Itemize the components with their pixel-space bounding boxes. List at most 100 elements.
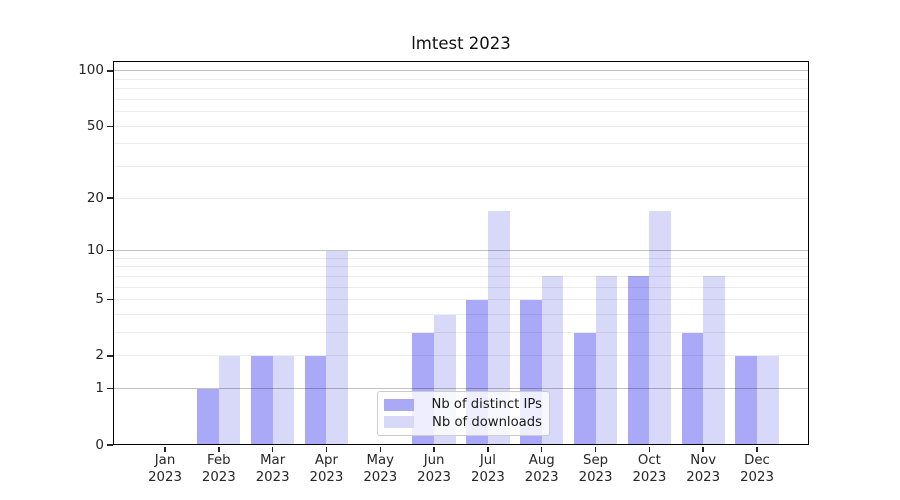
x-tick-year: 2023 (201, 469, 236, 485)
x-tick-year: 2023 (255, 469, 290, 485)
x-tick-month: Feb (207, 453, 231, 468)
x-tick-mark (756, 446, 758, 452)
x-tick-year: 2023 (524, 469, 559, 485)
bar-downloads (757, 355, 779, 445)
legend: Nb of distinct IPs Nb of downloads (377, 391, 550, 436)
x-tick-label: Oct 2023 (619, 453, 679, 486)
bar-distinct-ips (627, 276, 650, 445)
gridline-minor (113, 166, 809, 168)
y-tick-mark (106, 70, 113, 72)
x-tick-label: Jun 2023 (404, 453, 464, 486)
x-tick-month: Apr (314, 453, 338, 468)
x-tick-month: Sep (583, 453, 609, 468)
legend-swatch-distinct-ips (384, 398, 414, 411)
y-tick-label: 5 (95, 291, 104, 308)
bar-downloads (272, 355, 295, 445)
x-tick-mark (487, 446, 489, 452)
x-tick-label: Mar 2023 (243, 453, 303, 486)
legend-entry-distinct-ips: Nb of distinct IPs (384, 396, 542, 414)
legend-label-distinct-ips: Nb of distinct IPs (431, 397, 542, 413)
legend-entry-downloads: Nb of downloads (384, 414, 542, 432)
x-tick-month: Jun (423, 453, 445, 468)
gridline-major (113, 388, 809, 390)
x-tick-month: Aug (528, 453, 555, 468)
x-tick-label: Apr 2023 (296, 453, 356, 486)
legend-swatch-downloads (384, 416, 414, 429)
x-tick-month: Nov (690, 453, 717, 468)
x-tick-label: Feb 2023 (189, 453, 249, 486)
bar-distinct-ips (304, 355, 327, 445)
y-tick-mark (106, 444, 113, 446)
x-tick-mark (541, 446, 543, 452)
x-tick-label: Jan 2023 (135, 453, 195, 486)
x-tick-year: 2023 (148, 469, 182, 485)
bar-downloads (703, 276, 725, 445)
gridline-minor (113, 143, 809, 145)
x-tick-label: Jul 2023 (458, 453, 518, 486)
y-tick-label: 0 (95, 436, 104, 453)
bar-distinct-ips (735, 355, 757, 445)
x-tick-mark (271, 446, 274, 452)
gridline-minor (113, 332, 809, 334)
bar-downloads (595, 276, 618, 445)
bar-downloads (487, 210, 510, 445)
gridline-minor (113, 197, 809, 199)
bar-distinct-ips (251, 355, 273, 445)
gridline-minor (113, 78, 809, 80)
x-tick-year: 2023 (686, 469, 721, 485)
x-tick-month: Oct (637, 453, 661, 468)
gridline-minor (113, 125, 809, 127)
bar-downloads (218, 355, 241, 445)
gridline-major (113, 250, 809, 252)
bar-downloads (326, 250, 349, 445)
gridline-minor (113, 314, 809, 316)
gridline-major (113, 70, 809, 72)
grid-layer (113, 61, 809, 445)
x-tick-mark (379, 446, 381, 452)
y-tick-label: 50 (86, 117, 104, 134)
y-tick-label: 1 (95, 380, 104, 397)
gridline-minor (113, 266, 809, 268)
x-tick-label: Aug 2023 (512, 453, 572, 486)
x-tick-year: 2023 (632, 469, 667, 485)
x-tick-mark (648, 446, 651, 452)
gridline-minor (113, 257, 809, 259)
y-tick-mark (106, 125, 113, 127)
y-tick-label: 10 (86, 242, 104, 259)
y-tick-mark (106, 355, 113, 357)
y-tick-label: 20 (86, 189, 104, 206)
x-tick-year: 2023 (417, 469, 451, 485)
x-tick-year: 2023 (309, 469, 344, 485)
x-tick-year: 2023 (470, 469, 505, 485)
gridline-minor (113, 299, 809, 301)
y-tick-mark (106, 388, 113, 390)
gridline-minor (113, 111, 809, 113)
y-tick-label: 2 (95, 347, 104, 364)
x-tick-month: Jan (154, 453, 176, 468)
x-tick-mark (433, 446, 435, 452)
y-tick-mark (106, 249, 113, 252)
x-tick-mark (325, 446, 328, 452)
x-tick-year: 2023 (740, 469, 774, 485)
x-tick-label: Nov 2023 (673, 453, 733, 486)
plot-area (113, 61, 809, 445)
y-tick-mark (106, 197, 113, 199)
x-tick-month: Jul (479, 453, 496, 468)
x-tick-mark (218, 446, 220, 452)
x-tick-mark (702, 446, 704, 452)
x-tick-year: 2023 (578, 469, 613, 485)
x-tick-month: May (366, 453, 395, 468)
x-tick-month: Dec (744, 453, 770, 468)
x-tick-year: 2023 (363, 469, 398, 485)
legend-label-downloads: Nb of downloads (432, 414, 542, 430)
gridline-minor (113, 275, 809, 277)
x-tick-mark (164, 446, 166, 452)
gridline-minor (113, 88, 809, 90)
gridline-minor (113, 355, 809, 357)
x-tick-mark (594, 446, 597, 452)
x-tick-month: Mar (260, 453, 286, 468)
y-tick-label: 100 (78, 62, 104, 79)
x-tick-label: May 2023 (350, 453, 410, 486)
x-tick-label: Dec 2023 (727, 453, 787, 486)
